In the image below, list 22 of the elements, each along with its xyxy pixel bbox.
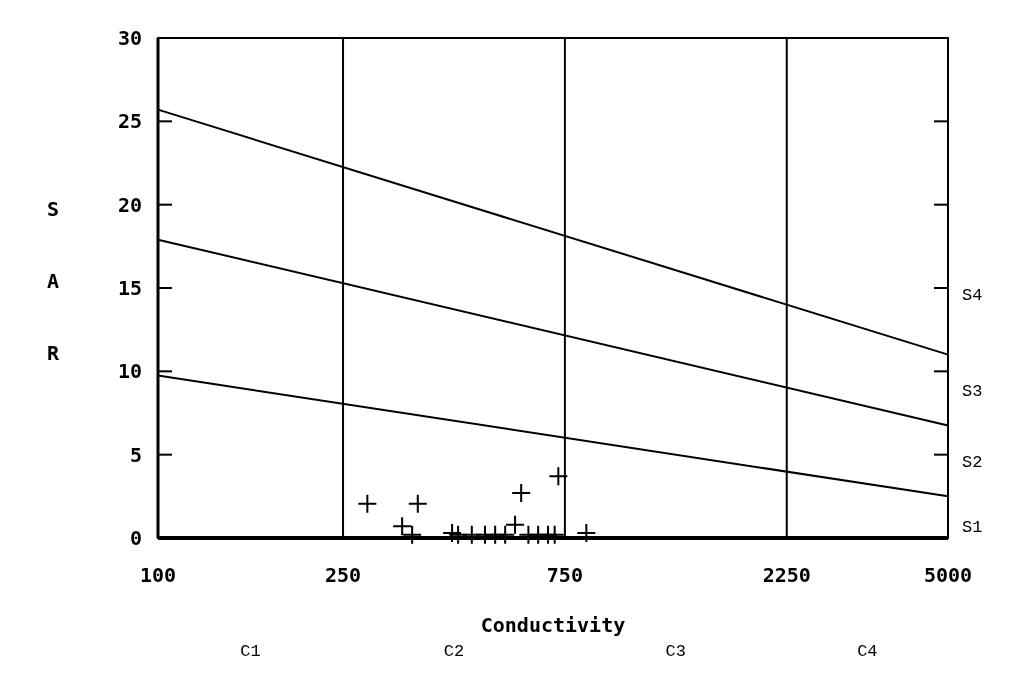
y-tick-label: 20 bbox=[117, 192, 142, 217]
y-tick-label: 5 bbox=[129, 442, 142, 467]
text: SAR bbox=[46, 197, 60, 365]
x-tick-label: 100 bbox=[139, 563, 177, 587]
text: C1 bbox=[240, 642, 261, 661]
y-tick-label: 25 bbox=[117, 109, 142, 134]
y-tick-label: 0 bbox=[129, 526, 142, 550]
x-tick-label: 250 bbox=[324, 563, 362, 587]
x-tick-label: 5000 bbox=[923, 563, 973, 587]
text: S3 bbox=[962, 382, 983, 402]
text: S2 bbox=[962, 452, 983, 472]
text: C3 bbox=[665, 642, 687, 661]
text: C4 bbox=[857, 642, 878, 661]
text: S4 bbox=[962, 285, 983, 305]
y-tick-label: 30 bbox=[117, 26, 142, 50]
y-tick-label: 15 bbox=[117, 276, 142, 300]
x-axis-title: Conductivity bbox=[480, 613, 626, 637]
x-tick-label: 750 bbox=[546, 563, 583, 587]
x-tick-label: 2250 bbox=[762, 563, 811, 587]
text: C2 bbox=[443, 642, 465, 661]
text: S1 bbox=[962, 517, 983, 537]
y-tick-label: 10 bbox=[117, 359, 142, 384]
